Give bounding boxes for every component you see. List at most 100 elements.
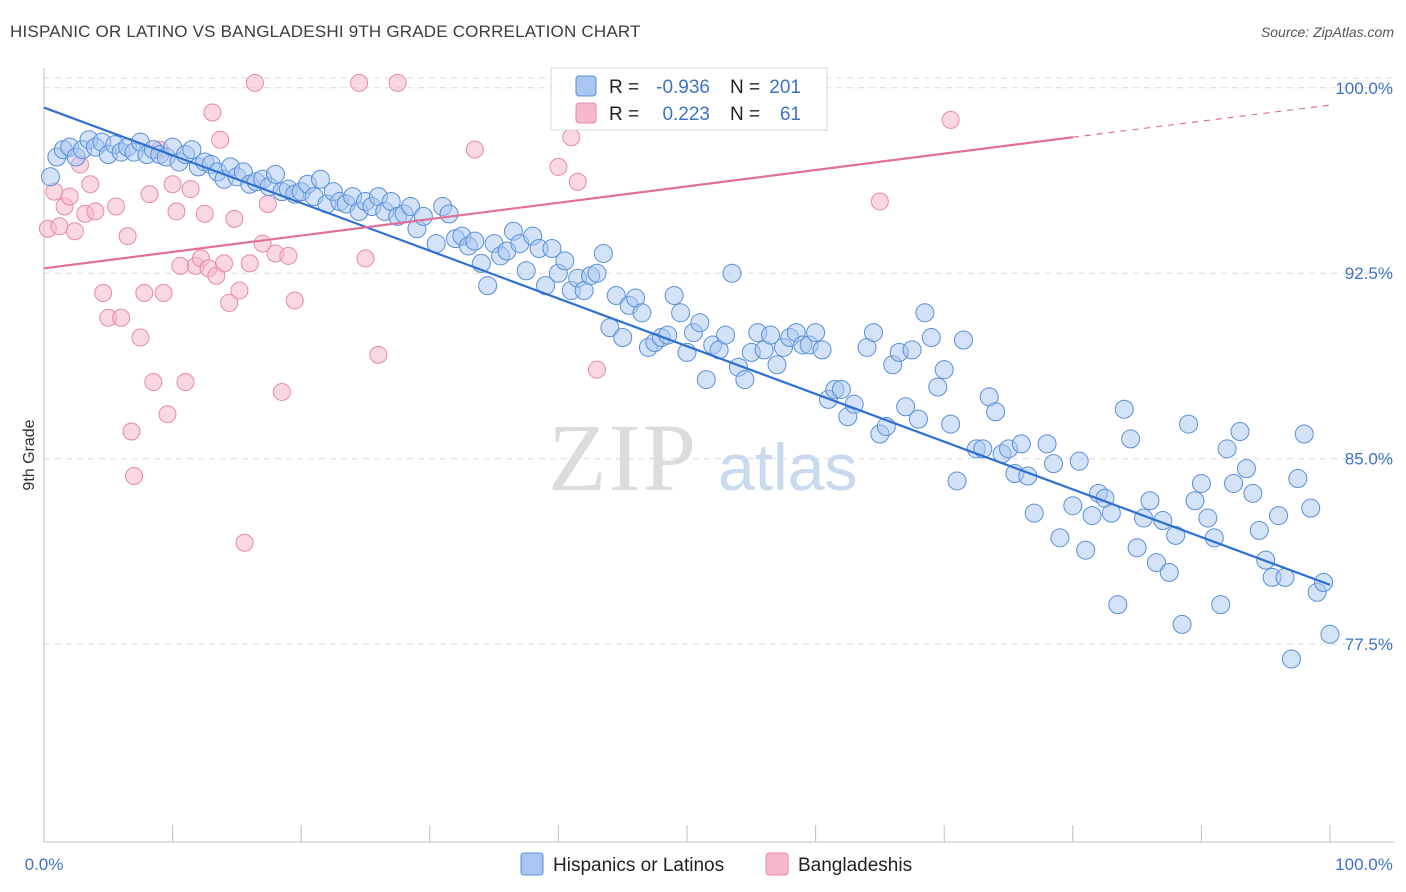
hispanic-point (671, 303, 691, 323)
hispanic-point (401, 196, 421, 216)
bangladeshi-point (225, 209, 244, 228)
hispanic-point (478, 276, 498, 296)
watermark-zip: ZIP (548, 404, 698, 511)
hispanic-point (413, 206, 433, 226)
watermark: ZIP atlas (548, 404, 857, 511)
hispanic-point (1172, 614, 1192, 634)
bottom-legend-swatch-pink (765, 852, 789, 876)
hispanic-point (1108, 595, 1128, 615)
bangladeshi-point (279, 246, 298, 265)
y-axis-label: 9th Grade (21, 419, 38, 490)
bangladeshi-trend-line (43, 136, 1073, 270)
stats-legend: R = -0.936 N = 201 R = 0.223 N = 61 (550, 67, 828, 131)
stats-legend-box (550, 67, 828, 131)
hispanic-point (1044, 454, 1064, 474)
hispanic-point (1063, 496, 1083, 516)
bangladeshi-point (562, 128, 581, 147)
hispanic-point (722, 263, 742, 283)
stats-n-label-blue: N = (730, 77, 760, 98)
hispanic-point (1127, 538, 1147, 558)
source-label: Source: ZipAtlas.com (1260, 24, 1394, 40)
hispanic-point (915, 303, 935, 323)
hispanic-point (1076, 540, 1096, 560)
hispanic-point (40, 167, 60, 187)
hispanic-point (896, 397, 916, 417)
hispanic-point (1236, 459, 1256, 479)
bangladeshi-point (154, 284, 173, 303)
bangladeshi-point (125, 467, 144, 486)
hispanic-point (716, 325, 736, 345)
hispanic-point (613, 328, 633, 348)
hispanic-point (812, 340, 832, 360)
bangladeshi-point (258, 195, 277, 214)
hispanic-trend-line (43, 106, 1331, 586)
hispanic-point (1320, 624, 1340, 644)
bottom-legend: Hispanics or Latinos Bangladeshis (520, 852, 912, 876)
hispanic-point (632, 303, 652, 323)
hispanic-point (1230, 422, 1250, 442)
watermark-atlas: atlas (718, 430, 857, 504)
y-tick-label: 85.0% (1345, 450, 1393, 469)
hispanic-point (831, 379, 851, 399)
hispanic-point (310, 169, 330, 189)
bangladeshi-point (369, 345, 388, 364)
bottom-legend-label-blue: Hispanics or Latinos (553, 855, 724, 876)
stats-n-value-pink: 61 (780, 104, 801, 125)
bangladeshi-point (549, 157, 568, 176)
hispanic-point (1224, 473, 1244, 493)
hispanic-point (1269, 506, 1289, 526)
bangladeshi-point (215, 254, 234, 273)
y-tick-label: 92.5% (1345, 264, 1393, 283)
bangladeshi-point (195, 204, 214, 223)
bangladeshis-points (38, 73, 960, 552)
hispanic-point (587, 263, 607, 283)
hispanic-point (1140, 491, 1160, 511)
bangladeshi-point (122, 422, 141, 441)
bangladeshi-point (245, 73, 264, 92)
bangladeshi-point (181, 180, 200, 199)
bangladeshi-point (235, 533, 254, 552)
hispanic-point (690, 313, 710, 333)
hispanic-point (1011, 434, 1031, 454)
hispanic-point (696, 370, 716, 390)
hispanic-point (1281, 649, 1301, 669)
bangladeshi-point (131, 328, 150, 347)
hispanic-point (439, 204, 459, 224)
bangladeshi-trend-extension (1072, 104, 1331, 138)
bangladeshi-point (388, 73, 407, 92)
hispanic-point (1146, 553, 1166, 573)
bangladeshi-point (135, 284, 154, 303)
bangladeshi-point (50, 217, 69, 236)
bangladeshi-point (870, 192, 889, 211)
hispanic-point (1191, 473, 1211, 493)
stats-r-value-blue: -0.936 (656, 77, 710, 98)
bangladeshi-point (211, 130, 230, 149)
stats-n-label-pink: N = (730, 104, 760, 125)
hispanic-point (863, 323, 883, 343)
hispanic-point (902, 340, 922, 360)
hispanic-point (555, 251, 575, 271)
stats-n-value-blue: 201 (769, 77, 801, 98)
hispanic-point (606, 286, 626, 306)
bangladeshi-point (176, 373, 195, 392)
x-tick-label-min: 0.0% (25, 855, 64, 874)
hispanic-point (465, 231, 485, 251)
hispanic-point (265, 164, 285, 184)
bangladeshi-point (163, 175, 182, 194)
hispanic-point (1294, 424, 1314, 444)
hispanic-point (921, 328, 941, 348)
hispanic-point (1198, 508, 1218, 528)
bangladeshi-point (568, 172, 587, 191)
hispanic-point (1217, 439, 1237, 459)
chart-title: HISPANIC OR LATINO VS BANGLADESHI 9TH GR… (10, 22, 641, 41)
hispanic-point (761, 325, 781, 345)
bangladeshi-point (356, 249, 375, 268)
hispanic-point (1179, 414, 1199, 434)
bangladeshi-point (65, 222, 84, 241)
bangladeshi-point (140, 185, 159, 204)
bangladeshi-point (112, 308, 131, 327)
trend-lines (43, 104, 1331, 586)
bangladeshi-point (171, 256, 190, 275)
hispanic-point (1069, 451, 1089, 471)
x-tick-label-max: 100.0% (1335, 855, 1393, 874)
